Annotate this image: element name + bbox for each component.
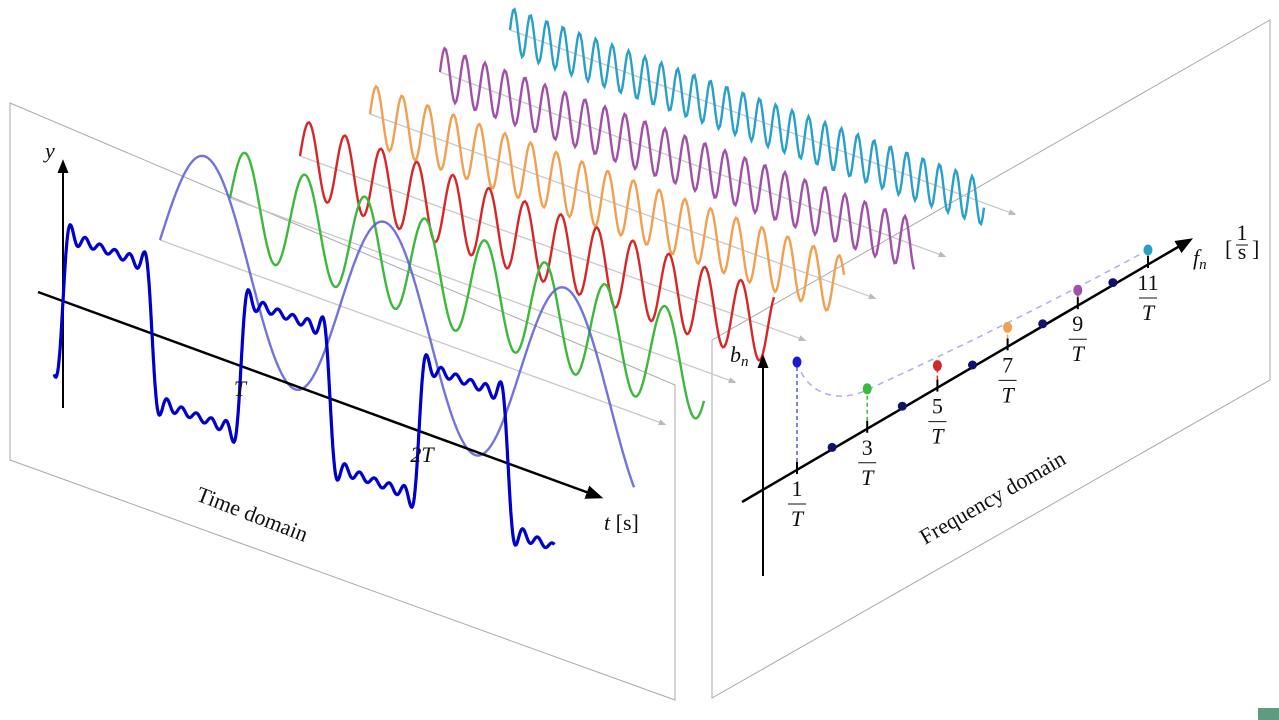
frequency-panel bbox=[711, 19, 1271, 699]
symbol: t bbox=[604, 510, 611, 535]
symbol: fn bbox=[1193, 245, 1207, 273]
guide-arrow bbox=[369, 113, 877, 300]
tick-denominator: T bbox=[861, 465, 875, 490]
coefficient-dot bbox=[1003, 321, 1013, 333]
spectral-dot bbox=[827, 442, 837, 452]
harmonic-wave bbox=[508, 7, 986, 227]
frequency-axis bbox=[741, 238, 1194, 504]
coefficient-dot bbox=[792, 356, 802, 368]
bn-label: bn bbox=[730, 342, 749, 370]
unit-numerator: 1 bbox=[1237, 220, 1248, 245]
time-axis bbox=[37, 290, 604, 499]
symbol: b bbox=[730, 342, 741, 367]
tick-denominator: T bbox=[1142, 300, 1156, 325]
harmonic-wave bbox=[158, 154, 636, 488]
spectral-dot bbox=[897, 401, 907, 411]
spectrum: 1 T 3 T 5 T 7 T 9 T 11 T bbox=[788, 244, 1159, 531]
unit: [s] bbox=[616, 510, 639, 535]
spectral-dot bbox=[1108, 278, 1118, 288]
guide-arrow bbox=[159, 239, 667, 426]
tick-numerator: 1 bbox=[792, 476, 803, 501]
coefficient-dot bbox=[862, 383, 872, 395]
unit-denominator: s bbox=[1238, 239, 1247, 264]
tick-label: T bbox=[234, 376, 248, 401]
spectral-dot bbox=[1038, 319, 1048, 329]
time-panel bbox=[9, 102, 676, 701]
x-axis-label: t [s] bbox=[604, 510, 639, 535]
harmonics bbox=[158, 7, 1017, 488]
bracket: [ bbox=[1225, 236, 1232, 261]
harmonic-wave bbox=[438, 46, 916, 270]
tick-numerator: 3 bbox=[862, 435, 873, 460]
symbol: f bbox=[1193, 245, 1202, 270]
envelope bbox=[796, 249, 1149, 397]
harmonic-wave bbox=[228, 151, 706, 420]
tick-denominator: T bbox=[1072, 341, 1086, 366]
subscript: n bbox=[1199, 257, 1207, 273]
square-wave-path bbox=[52, 222, 556, 550]
panel-title: Time domain bbox=[193, 481, 311, 546]
tick-numerator: 5 bbox=[932, 394, 943, 419]
tick-denominator: T bbox=[1001, 382, 1015, 407]
panel-title: Frequency domain bbox=[915, 445, 1070, 549]
bracket: ] bbox=[1252, 236, 1259, 261]
tick-numerator: 7 bbox=[1002, 352, 1013, 377]
subscript: n bbox=[741, 354, 749, 370]
tick-denominator: T bbox=[791, 506, 805, 531]
coefficient-dot bbox=[1073, 284, 1083, 296]
coefficient-dot bbox=[932, 360, 942, 372]
y-axis-label: y bbox=[43, 138, 55, 163]
spectral-dot bbox=[968, 360, 977, 370]
tick-numerator: 11 bbox=[1137, 270, 1158, 295]
tick-denominator: T bbox=[931, 424, 945, 449]
square-wave bbox=[52, 222, 556, 550]
harmonic-wave bbox=[298, 120, 776, 362]
fn-label: fn [ 1 s ] bbox=[1193, 220, 1259, 273]
tick-label: 2T bbox=[410, 442, 435, 467]
tick-numerator: 9 bbox=[1072, 311, 1083, 336]
coefficient-dot bbox=[1143, 244, 1153, 256]
corner-badge bbox=[1258, 708, 1279, 720]
harmonic-wave bbox=[368, 84, 846, 312]
